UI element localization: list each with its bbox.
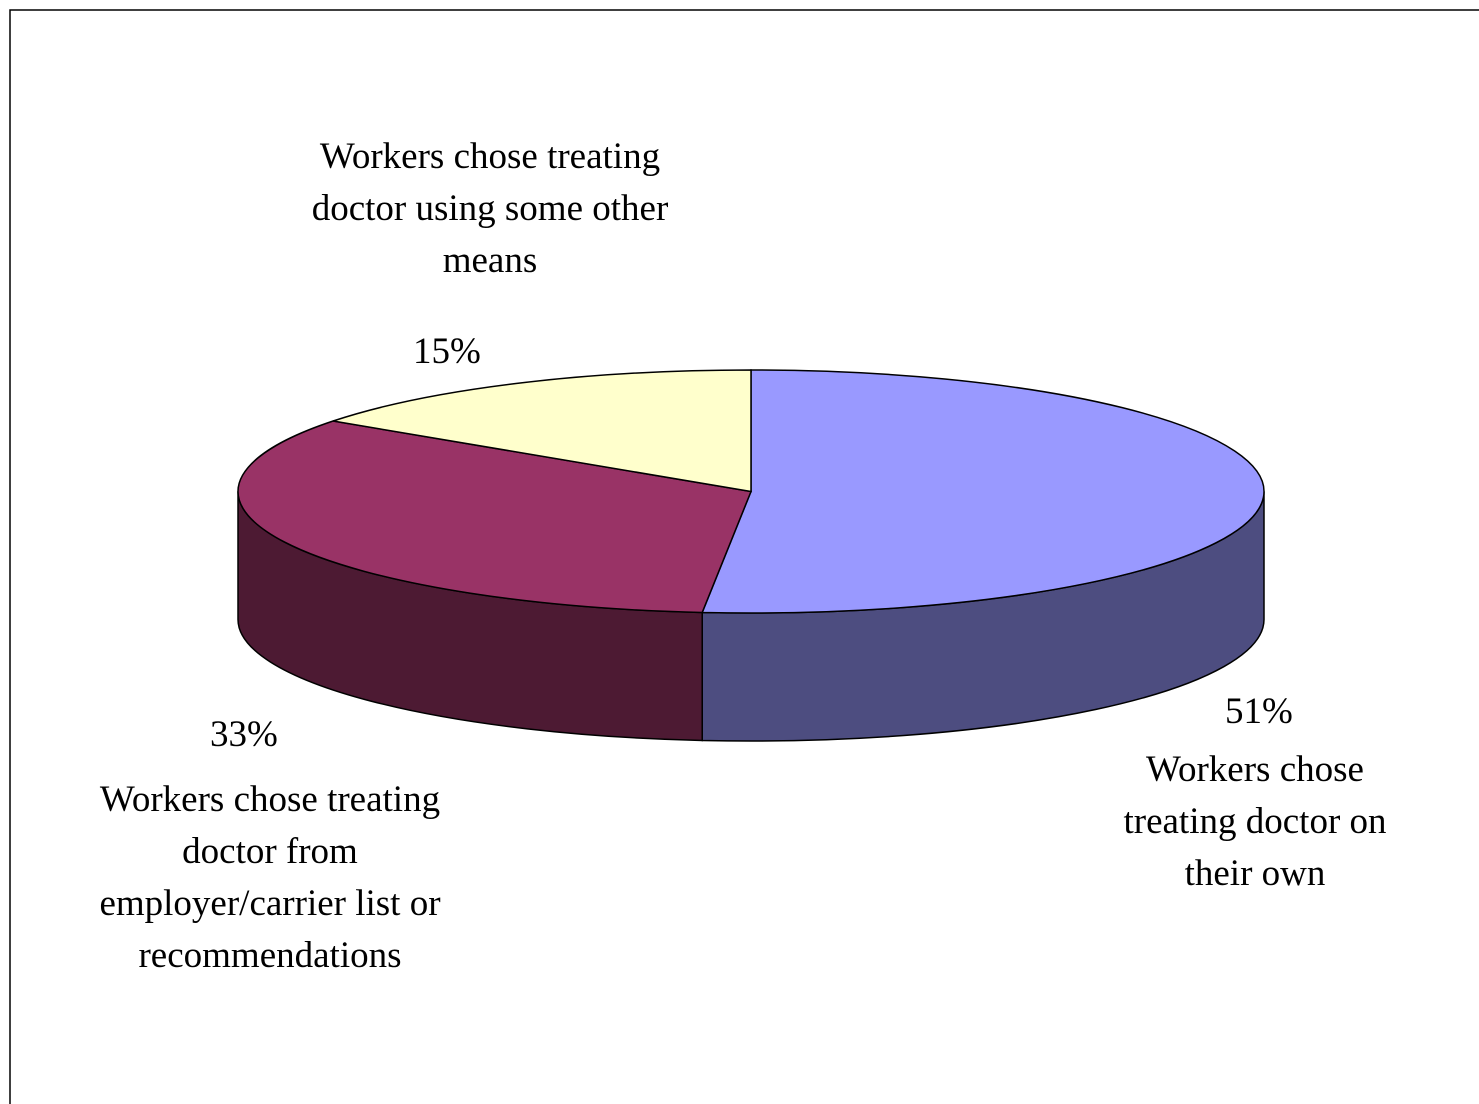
category-label: Workers chose treating doctor on their o… <box>1123 749 1387 894</box>
category-label: Workers chose treating doctor from emplo… <box>99 779 441 976</box>
pie-slice <box>701 369 1265 614</box>
pie-slice <box>237 420 753 614</box>
chart-frame <box>9 9 1479 1104</box>
value-label: 51% <box>1225 691 1293 732</box>
pie-slice <box>332 369 752 493</box>
value-label: 33% <box>210 714 278 755</box>
value-label: 15% <box>413 331 481 372</box>
category-label: Workers chose treating doctor using some… <box>311 136 669 281</box>
